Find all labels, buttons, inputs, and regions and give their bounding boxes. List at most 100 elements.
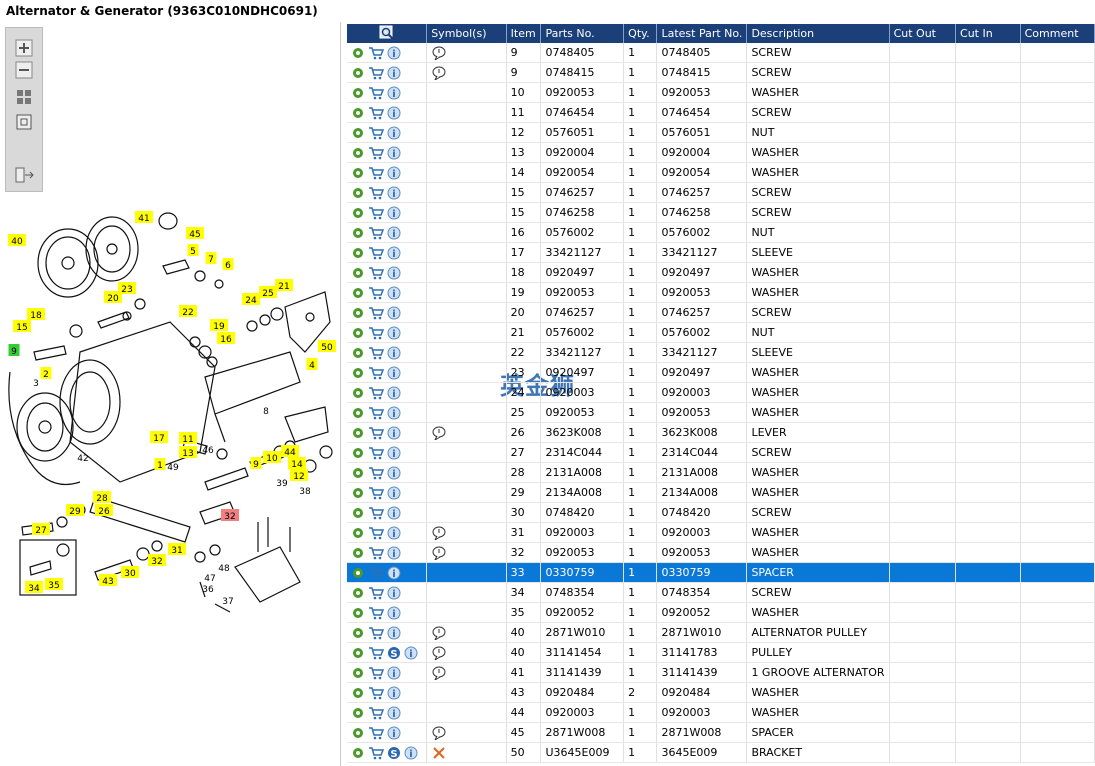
info-icon[interactable]: i (387, 466, 401, 480)
cart-icon[interactable] (368, 706, 385, 720)
column-header[interactable]: Symbol(s) (426, 24, 507, 43)
gear-icon[interactable] (351, 326, 365, 340)
gear-icon[interactable] (351, 66, 365, 80)
info-icon[interactable]: i (387, 446, 401, 460)
column-header[interactable]: Parts No. (540, 24, 625, 43)
note-symbol[interactable] (431, 666, 447, 681)
info-icon[interactable]: i (387, 146, 401, 160)
gear-icon[interactable] (351, 726, 365, 740)
remove-symbol[interactable] (431, 746, 447, 760)
gear-icon[interactable] (351, 86, 365, 100)
column-header[interactable]: Item (506, 24, 542, 43)
cart-icon[interactable] (368, 206, 385, 220)
cart-icon[interactable] (368, 566, 385, 580)
cart-icon[interactable] (368, 746, 385, 760)
info-icon[interactable]: i (387, 506, 401, 520)
cart-icon[interactable] (368, 326, 385, 340)
column-header[interactable]: Cut In (955, 24, 1021, 43)
cart-icon[interactable] (368, 666, 385, 680)
info-icon[interactable]: i (404, 646, 418, 660)
info-icon[interactable]: i (387, 626, 401, 640)
gear-icon[interactable] (351, 546, 365, 560)
fit[interactable] (17, 90, 31, 104)
column-header[interactable]: Comment (1020, 24, 1095, 43)
cart-icon[interactable] (368, 686, 385, 700)
info-icon[interactable]: i (387, 126, 401, 140)
gear-icon[interactable] (351, 606, 365, 620)
gear-icon[interactable] (351, 306, 365, 320)
cart-icon[interactable] (368, 306, 385, 320)
gear-icon[interactable] (351, 566, 365, 580)
zoom-out[interactable] (15, 61, 33, 79)
cart-icon[interactable] (368, 46, 385, 60)
gear-icon[interactable] (351, 666, 365, 680)
column-header[interactable]: Cut Out (889, 24, 957, 43)
info-icon[interactable]: i (387, 46, 401, 60)
note-symbol[interactable] (431, 626, 447, 641)
info-icon[interactable]: i (387, 366, 401, 380)
cart-icon[interactable] (368, 526, 385, 540)
gear-icon[interactable] (351, 746, 365, 760)
gear-icon[interactable] (351, 286, 365, 300)
cart-icon[interactable] (368, 606, 385, 620)
actual-size[interactable] (16, 114, 32, 130)
gear-icon[interactable] (351, 486, 365, 500)
cart-icon[interactable] (368, 286, 385, 300)
gear-icon[interactable] (351, 386, 365, 400)
gear-icon[interactable] (351, 526, 365, 540)
note-symbol[interactable] (431, 66, 447, 81)
note-symbol[interactable] (431, 526, 447, 541)
gear-icon[interactable] (351, 426, 365, 440)
gear-icon[interactable] (351, 626, 365, 640)
gear-icon[interactable] (351, 126, 365, 140)
cart-icon[interactable] (368, 166, 385, 180)
gear-icon[interactable] (351, 506, 365, 520)
info-icon[interactable]: i (387, 346, 401, 360)
gear-icon[interactable] (351, 266, 365, 280)
cart-icon[interactable] (368, 626, 385, 640)
cart-icon[interactable] (368, 86, 385, 100)
cart-icon[interactable] (368, 486, 385, 500)
cart-icon[interactable] (368, 646, 385, 660)
cart-icon[interactable] (368, 126, 385, 140)
s-icon[interactable]: S (387, 646, 401, 660)
cart-icon[interactable] (368, 266, 385, 280)
info-icon[interactable]: i (387, 66, 401, 80)
info-icon[interactable]: i (387, 306, 401, 320)
gear-icon[interactable] (351, 226, 365, 240)
cart-icon[interactable] (368, 106, 385, 120)
search-column[interactable] (347, 24, 428, 43)
info-icon[interactable]: i (387, 246, 401, 260)
gear-icon[interactable] (351, 146, 365, 160)
info-icon[interactable]: i (387, 546, 401, 560)
column-header[interactable]: Qty. (623, 24, 658, 43)
gear-icon[interactable] (351, 186, 365, 200)
info-icon[interactable]: i (387, 566, 401, 580)
info-icon[interactable]: i (387, 206, 401, 220)
cart-icon[interactable] (368, 246, 385, 260)
cart-icon[interactable] (368, 586, 385, 600)
info-icon[interactable]: i (387, 686, 401, 700)
info-icon[interactable]: i (387, 226, 401, 240)
gear-icon[interactable] (351, 646, 365, 660)
cart-icon[interactable] (368, 366, 385, 380)
info-icon[interactable]: i (387, 666, 401, 680)
cart-icon[interactable] (368, 146, 385, 160)
export[interactable] (15, 167, 34, 183)
cart-icon[interactable] (368, 546, 385, 560)
column-header[interactable]: Latest Part No. (656, 24, 748, 43)
info-icon[interactable]: i (387, 486, 401, 500)
info-icon[interactable]: i (387, 106, 401, 120)
gear-icon[interactable] (351, 166, 365, 180)
s-icon[interactable]: S (387, 746, 401, 760)
note-symbol[interactable] (431, 546, 447, 561)
note-symbol[interactable] (431, 726, 447, 741)
cart-icon[interactable] (368, 506, 385, 520)
gear-icon[interactable] (351, 106, 365, 120)
cart-icon[interactable] (368, 66, 385, 80)
cart-icon[interactable] (368, 726, 385, 740)
gear-icon[interactable] (351, 586, 365, 600)
info-icon[interactable]: i (404, 746, 418, 760)
cart-icon[interactable] (368, 446, 385, 460)
gear-icon[interactable] (351, 706, 365, 720)
